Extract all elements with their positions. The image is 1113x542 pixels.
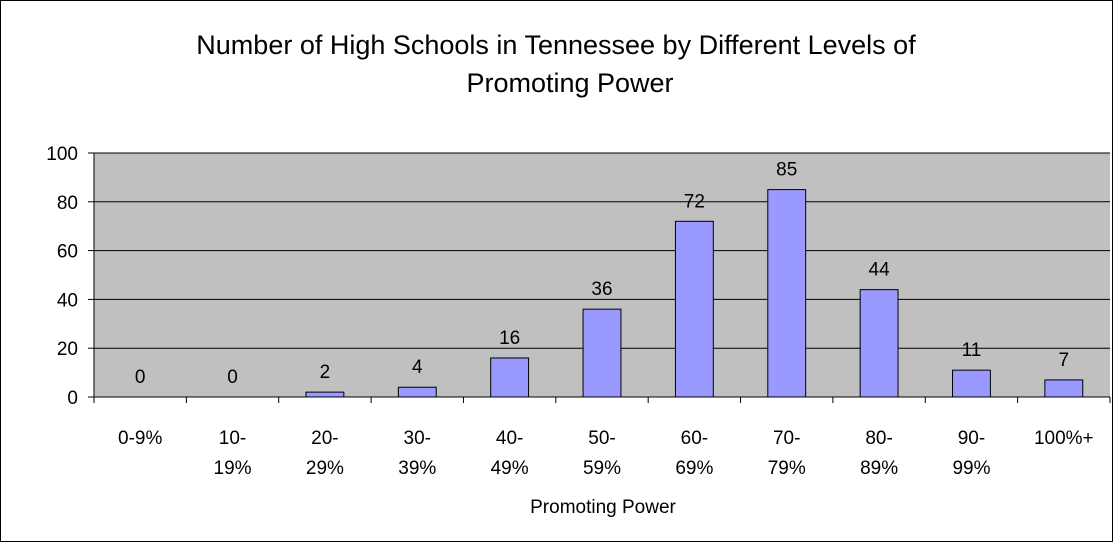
x-tick-label-8-0: 80- [865, 428, 892, 449]
data-label-0: 0 [135, 367, 146, 388]
x-tick-label-9-1: 99% [952, 458, 990, 479]
x-tick-label-8-1: 89% [860, 458, 898, 479]
x-tick-label-0-0: 0-9% [118, 428, 162, 449]
y-tick-label-60: 60 [57, 242, 78, 263]
bars-group [305, 189, 1084, 398]
data-label-9: 11 [962, 340, 982, 361]
data-label-3: 4 [412, 357, 423, 378]
y-axis-ticks: 0 20 40 60 80 100 [46, 144, 94, 409]
x-tick-label-5-1: 59% [583, 458, 621, 479]
data-label-8: 44 [869, 260, 891, 281]
data-label-2: 2 [320, 362, 331, 383]
x-axis-title: Promoting Power [530, 497, 676, 518]
x-tick-label-9-0: 90- [958, 428, 985, 449]
y-tick-label-40: 40 [57, 290, 78, 311]
data-label-4: 16 [499, 328, 520, 349]
data-label-6: 72 [684, 191, 705, 212]
y-tick-label-20: 20 [57, 339, 78, 360]
bar-2 [305, 391, 345, 398]
bar-4 [490, 357, 530, 398]
bar-9 [952, 369, 991, 398]
x-axis-ticks: 0-9% 10- 19% 20- 29% 30- 39% 40- 49% 50- 59% 60- 69%… [93, 397, 1111, 479]
data-label-10: 7 [1059, 350, 1070, 371]
x-tick-label-2-0: 20- [311, 428, 338, 449]
x-tick-label-6-0: 60- [681, 428, 708, 449]
x-tick-label-5-0: 50- [588, 428, 615, 449]
data-label-5: 36 [591, 279, 612, 300]
bar-7 [767, 189, 807, 398]
x-tick-label-10-0: 100%+ [1034, 428, 1094, 449]
y-tick-label-80: 80 [57, 193, 78, 214]
x-tick-label-2-1: 29% [306, 458, 344, 479]
chart-title-line-2: Promoting Power [466, 68, 673, 98]
x-tick-label-3-0: 30- [404, 428, 431, 449]
y-tick-label-100: 100 [46, 144, 78, 165]
x-tick-label-7-0: 70- [773, 428, 800, 449]
data-labels-group: 0 0 2 4 16 36 72 85 44 11 7 [135, 160, 1069, 388]
x-tick-label-6-1: 69% [675, 458, 713, 479]
bar-6 [674, 220, 714, 398]
bar-8 [859, 289, 899, 398]
x-tick-label-3-1: 39% [398, 458, 436, 479]
bar-5 [582, 308, 622, 398]
data-label-7: 85 [776, 160, 797, 181]
gridlines [94, 152, 1110, 349]
chart-title-line-1: Number of High Schools in Tennessee by D… [196, 30, 916, 60]
bar-3 [397, 386, 437, 398]
x-tick-label-1-1: 19% [214, 458, 252, 479]
x-tick-label-4-0: 40- [496, 428, 523, 449]
bar-10 [1044, 379, 1084, 398]
y-tick-label-0: 0 [67, 388, 78, 409]
x-tick-label-7-1: 79% [768, 458, 806, 479]
data-label-1: 0 [227, 367, 238, 388]
x-tick-label-1-0: 10- [219, 428, 246, 449]
x-tick-label-4-1: 49% [491, 458, 529, 479]
